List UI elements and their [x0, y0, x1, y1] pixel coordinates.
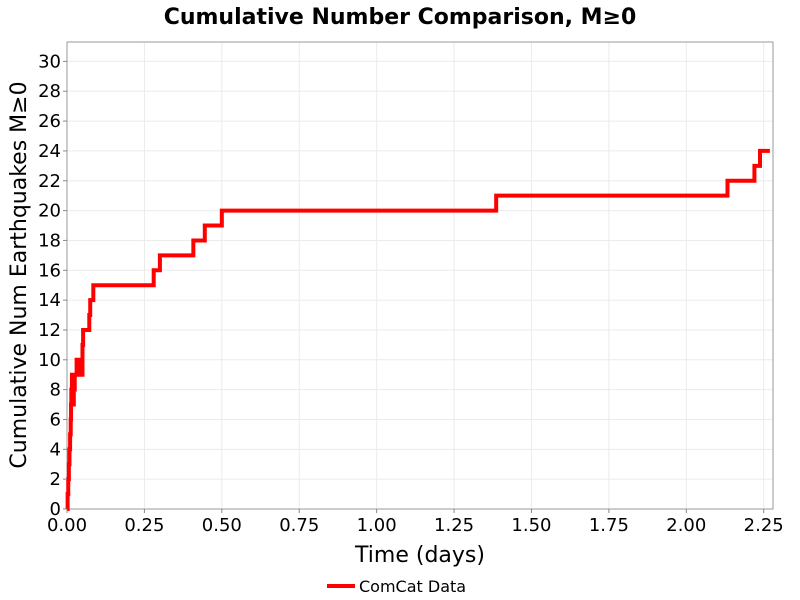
y-tick-label: 30: [38, 51, 61, 72]
series-layer: [65, 148, 770, 511]
legend-label: ComCat Data: [359, 577, 466, 596]
x-tick-label: 1.75: [589, 515, 629, 536]
y-tick-label: 28: [38, 81, 61, 102]
x-tick-label: 0.25: [124, 515, 164, 536]
chart-title: Cumulative Number Comparison, M≥0: [164, 5, 637, 30]
x-tick-label: 0.75: [279, 515, 319, 536]
x-axis-ticks: 0.00 0.25 0.50 0.75 1.00 1.25 1.50 1.75 2.00 2.25: [47, 509, 784, 536]
y-tick-label: 16: [38, 260, 61, 281]
series-line-comcat-data: [65, 148, 770, 511]
y-tick-label: 14: [38, 290, 61, 311]
y-tick-label: 8: [50, 380, 61, 401]
y-axis-label: Cumulative Num Earthquakes M≥0: [7, 81, 32, 468]
x-tick-label: 1.25: [434, 515, 474, 536]
plot-frame: [66, 41, 774, 510]
x-tick-label: 1.50: [511, 515, 551, 536]
y-tick-label: 22: [38, 171, 61, 192]
x-tick-label: 0.00: [47, 515, 87, 536]
x-tick-label: 1.00: [357, 515, 397, 536]
x-axis-label: Time (days): [354, 543, 485, 568]
x-tick-label: 2.25: [744, 515, 784, 536]
y-tick-label: 0: [50, 499, 61, 520]
y-tick-label: 6: [50, 409, 61, 430]
y-tick-label: 10: [38, 350, 61, 371]
y-tick-label: 20: [38, 201, 61, 222]
legend: ComCat Data: [327, 577, 466, 596]
y-tick-label: 26: [38, 111, 61, 132]
y-tick-label: 24: [38, 141, 61, 162]
y-tick-label: 12: [38, 320, 61, 341]
x-tick-label: 0.50: [202, 515, 242, 536]
y-tick-label: 18: [38, 230, 61, 251]
x-tick-label: 2.00: [666, 515, 706, 536]
y-tick-label: 4: [50, 439, 61, 460]
grid: [66, 42, 773, 510]
y-tick-label: 2: [50, 469, 61, 490]
